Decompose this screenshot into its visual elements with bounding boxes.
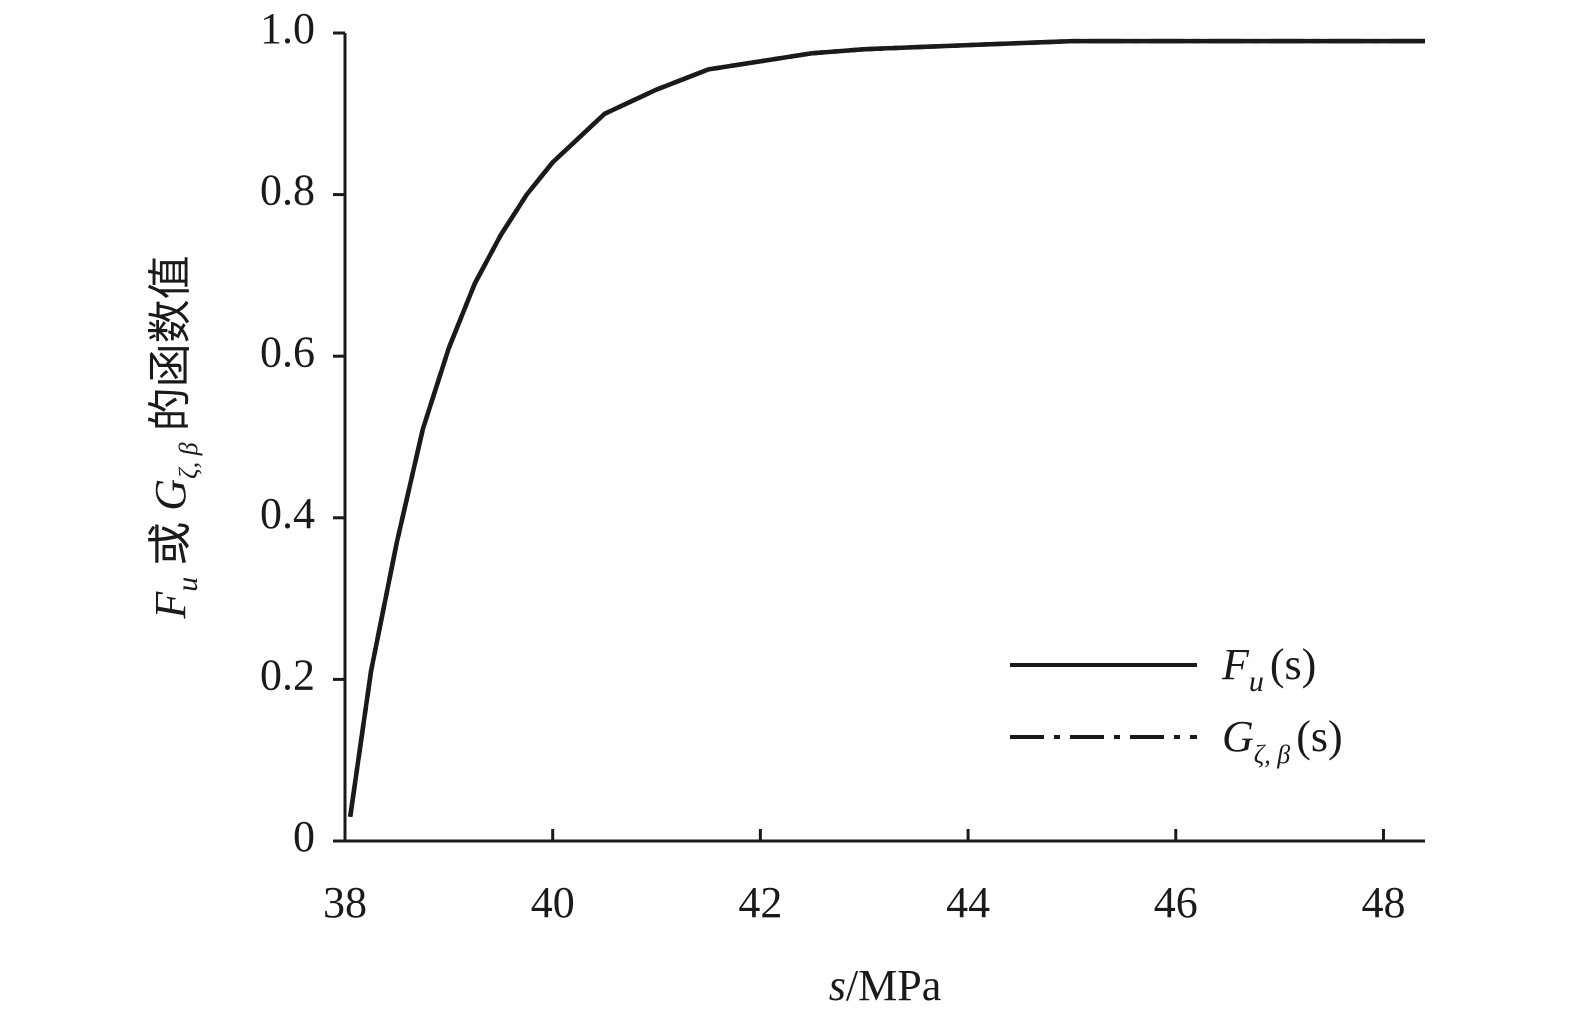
y-label-part: 或 xyxy=(146,511,195,577)
x-tick-label: 40 xyxy=(531,878,575,927)
series-line xyxy=(347,38,1425,818)
legend-label-part: (s) xyxy=(1296,712,1342,761)
legend-label: Gζ, β (s) xyxy=(1222,712,1343,769)
y-tick-label: 0.2 xyxy=(260,650,315,699)
x-axis-label: s/MPa xyxy=(829,961,941,1010)
x-label-part: /MPa xyxy=(846,961,941,1010)
y-label-part: u xyxy=(171,577,204,592)
y-tick-label: 0 xyxy=(293,812,315,861)
y-axis-label: Fu 或 Gζ, β 的函数值 xyxy=(146,255,204,619)
y-tick-label: 1.0 xyxy=(260,4,315,53)
y-tick-label: 0.8 xyxy=(260,166,315,215)
y-label-part: ζ, β xyxy=(174,442,203,479)
y-tick-label: 0.4 xyxy=(260,489,315,538)
legend-label-part: F xyxy=(1221,640,1250,689)
legend-label-part: (s) xyxy=(1270,640,1316,689)
legend-label-part: u xyxy=(1249,665,1264,698)
x-tick-label: 48 xyxy=(1361,878,1405,927)
y-label-part: G xyxy=(146,479,195,511)
x-tick-label: 44 xyxy=(946,878,990,927)
x-tick-label: 38 xyxy=(323,878,367,927)
x-tick-label: 46 xyxy=(1154,878,1198,927)
legend-label: Fu (s) xyxy=(1221,640,1316,698)
y-tick-label: 0.6 xyxy=(260,327,315,376)
legend-label-part: G xyxy=(1222,712,1254,761)
legend-label-part: ζ, β xyxy=(1254,740,1291,769)
x-tick-label: 42 xyxy=(738,878,782,927)
y-label-part: F xyxy=(146,591,195,620)
x-label-part: s xyxy=(829,961,846,1010)
y-label-part: 的函数值 xyxy=(146,255,195,442)
series-line xyxy=(347,38,1425,818)
